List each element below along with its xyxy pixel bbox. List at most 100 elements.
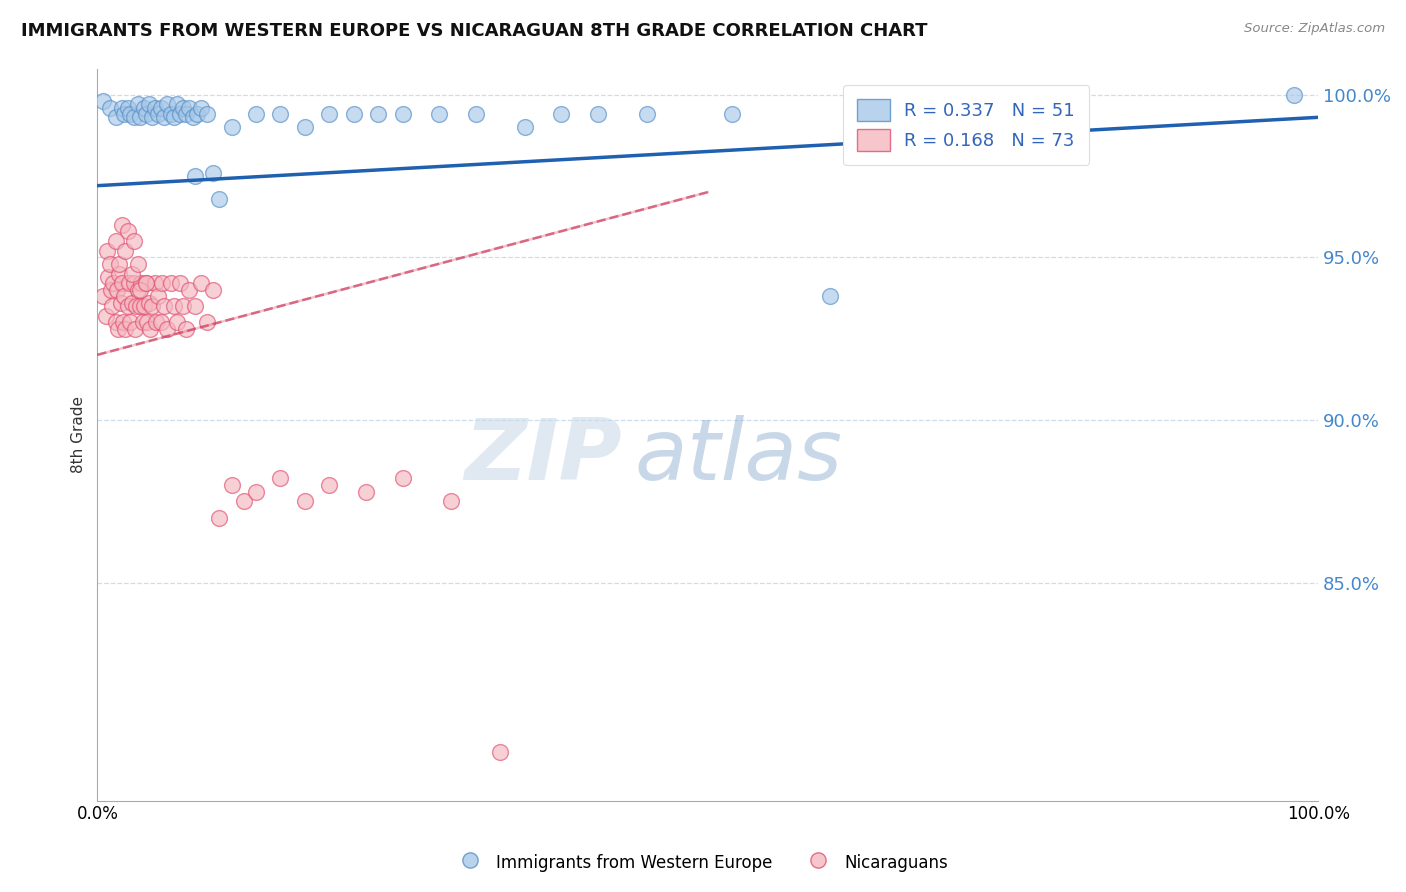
Point	[177, 101, 200, 115]
Point	[1014, 107, 1036, 121]
Y-axis label: 8th Grade: 8th Grade	[72, 396, 86, 473]
Point	[148, 289, 170, 303]
Point	[153, 299, 176, 313]
Point	[124, 322, 146, 336]
Point	[117, 299, 139, 313]
Point	[721, 107, 744, 121]
Point	[108, 267, 131, 281]
Point	[176, 322, 198, 336]
Point	[127, 257, 149, 271]
Point	[202, 166, 225, 180]
Point	[97, 269, 120, 284]
Point	[513, 120, 536, 134]
Point	[125, 299, 148, 313]
Point	[221, 120, 243, 134]
Point	[245, 484, 267, 499]
Point	[127, 283, 149, 297]
Point	[163, 111, 186, 125]
Point	[354, 484, 377, 499]
Point	[111, 218, 134, 232]
Point	[135, 277, 157, 291]
Point	[294, 494, 316, 508]
Point	[131, 315, 153, 329]
Point	[1282, 87, 1305, 102]
Point	[121, 267, 143, 281]
Point	[129, 299, 152, 313]
Point	[110, 295, 132, 310]
Point	[138, 97, 160, 112]
Point	[93, 289, 115, 303]
Point	[138, 295, 160, 310]
Point	[111, 277, 134, 291]
Point	[139, 322, 162, 336]
Point	[636, 107, 658, 121]
Point	[104, 315, 127, 329]
Point	[186, 107, 208, 121]
Point	[195, 315, 218, 329]
Point	[120, 107, 142, 121]
Point	[103, 277, 125, 291]
Point	[269, 471, 291, 485]
Legend: R = 0.337   N = 51, R = 0.168   N = 73: R = 0.337 N = 51, R = 0.168 N = 73	[844, 85, 1090, 165]
Point	[156, 322, 179, 336]
Point	[117, 101, 139, 115]
Point	[136, 315, 159, 329]
Point	[184, 169, 207, 183]
Point	[107, 322, 129, 336]
Point	[94, 309, 117, 323]
Point	[318, 478, 340, 492]
Point	[172, 101, 194, 115]
Point	[93, 94, 115, 108]
Point	[343, 107, 366, 121]
Point	[104, 234, 127, 248]
Point	[190, 277, 212, 291]
Point	[169, 277, 191, 291]
Point	[163, 299, 186, 313]
Point	[143, 101, 166, 115]
Point	[245, 107, 267, 121]
Point	[149, 101, 172, 115]
Point	[117, 224, 139, 238]
Point	[148, 107, 170, 121]
Point	[143, 277, 166, 291]
Point	[202, 283, 225, 297]
Point	[440, 494, 463, 508]
Point	[120, 315, 142, 329]
Point	[104, 111, 127, 125]
Point	[141, 111, 163, 125]
Point	[181, 111, 204, 125]
Point	[127, 97, 149, 112]
Point	[114, 244, 136, 258]
Point	[169, 107, 191, 121]
Point	[159, 277, 181, 291]
Point	[98, 101, 121, 115]
Point	[121, 295, 143, 310]
Point	[177, 283, 200, 297]
Point	[184, 299, 207, 313]
Text: Source: ZipAtlas.com: Source: ZipAtlas.com	[1244, 22, 1385, 36]
Point	[391, 471, 413, 485]
Point	[367, 107, 389, 121]
Point	[135, 107, 157, 121]
Point	[427, 107, 450, 121]
Point	[114, 322, 136, 336]
Point	[586, 107, 609, 121]
Point	[132, 299, 155, 313]
Point	[100, 283, 122, 297]
Point	[111, 101, 134, 115]
Point	[391, 107, 413, 121]
Point	[176, 107, 198, 121]
Point	[190, 101, 212, 115]
Point	[550, 107, 572, 121]
Point	[122, 111, 145, 125]
Point	[129, 111, 152, 125]
Point	[149, 315, 172, 329]
Point	[269, 107, 291, 121]
Point	[294, 120, 316, 134]
Point	[464, 107, 486, 121]
Point	[105, 283, 128, 297]
Point	[172, 299, 194, 313]
Text: IMMIGRANTS FROM WESTERN EUROPE VS NICARAGUAN 8TH GRADE CORRELATION CHART: IMMIGRANTS FROM WESTERN EUROPE VS NICARA…	[21, 22, 928, 40]
Point	[141, 299, 163, 313]
Point	[111, 315, 134, 329]
